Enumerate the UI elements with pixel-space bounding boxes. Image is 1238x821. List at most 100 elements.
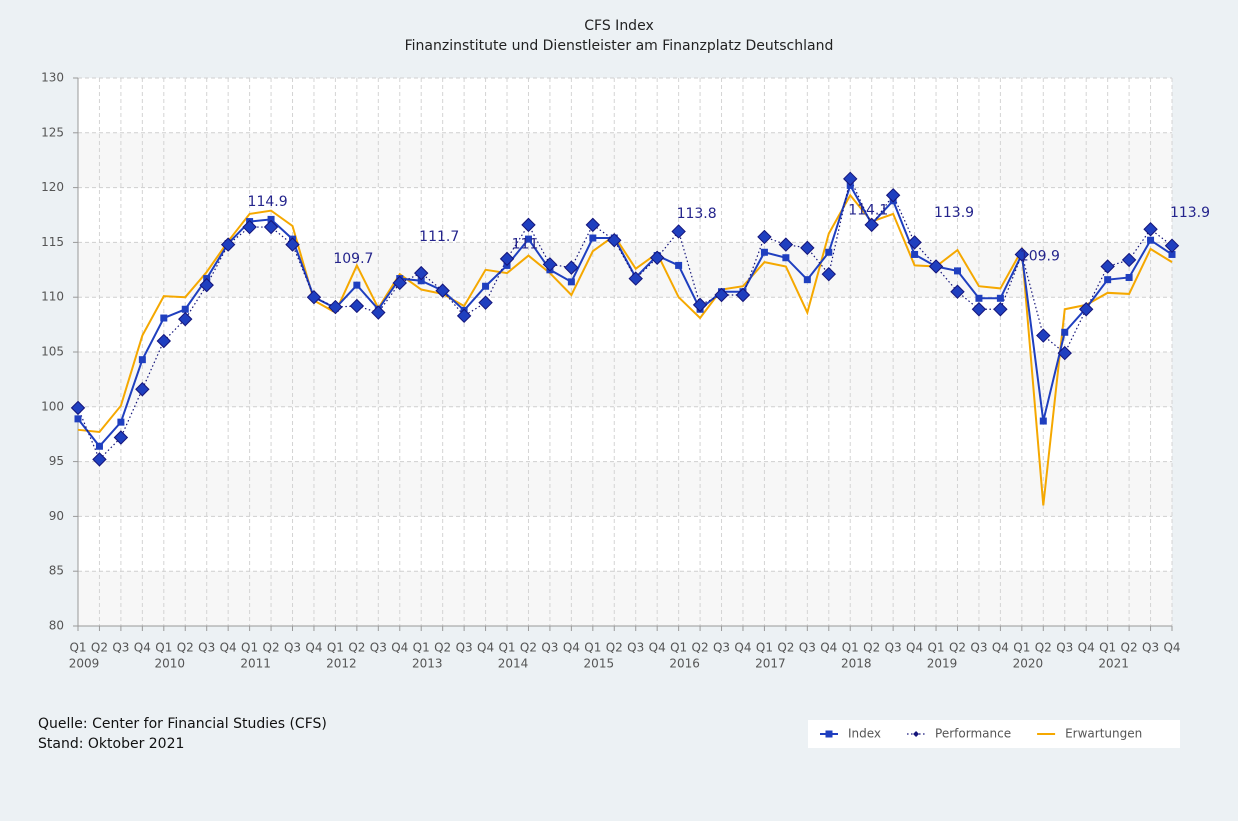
square-marker bbox=[1061, 328, 1069, 336]
square-marker bbox=[138, 356, 146, 364]
diamond-marker bbox=[156, 333, 172, 349]
x-tick-label: Q3 bbox=[713, 641, 730, 655]
x-tick-label: Q3 bbox=[799, 641, 816, 655]
diamond-marker bbox=[714, 287, 729, 303]
diamond-marker bbox=[392, 275, 407, 291]
x-tick-label: Q2 bbox=[348, 641, 365, 655]
year-label: 2010 bbox=[155, 657, 186, 671]
diamond-marker bbox=[70, 400, 86, 416]
x-tick-label: Q3 bbox=[885, 641, 902, 655]
diamond-marker bbox=[1143, 222, 1158, 237]
annotation: 111 bbox=[512, 237, 539, 253]
diamond-marker bbox=[478, 295, 493, 310]
square-marker bbox=[74, 415, 82, 423]
x-tick-label: Q4 bbox=[734, 641, 751, 655]
x-tick-label: Q1 bbox=[842, 641, 859, 655]
x-tick-label: Q3 bbox=[627, 641, 644, 655]
y-tick-label: 110 bbox=[41, 290, 64, 304]
square-marker bbox=[567, 278, 575, 286]
plot-band bbox=[78, 571, 1172, 626]
square-marker bbox=[95, 442, 103, 450]
square-marker bbox=[267, 215, 275, 223]
y-tick-label: 85 bbox=[49, 564, 64, 578]
square-marker bbox=[996, 294, 1004, 302]
square-marker bbox=[975, 294, 983, 302]
x-tick-label: Q1 bbox=[241, 641, 258, 655]
annotation: 111.7 bbox=[419, 229, 459, 245]
annotation: 113.9 bbox=[934, 205, 974, 221]
diamond-marker bbox=[1057, 345, 1072, 361]
x-tick-label: Q4 bbox=[134, 641, 151, 655]
square-marker bbox=[803, 276, 811, 284]
y-tick-label: 105 bbox=[41, 345, 64, 359]
year-label: 2019 bbox=[927, 657, 958, 671]
x-tick-label: Q1 bbox=[327, 641, 344, 655]
series-line bbox=[77, 176, 1173, 461]
x-tick-label: Q4 bbox=[649, 641, 666, 655]
x-tick-label: Q2 bbox=[606, 641, 623, 655]
x-tick-label: Q1 bbox=[498, 641, 515, 655]
x-tick-label: Q3 bbox=[970, 641, 987, 655]
diamond-marker bbox=[242, 219, 257, 235]
diamond-marker bbox=[1100, 259, 1115, 274]
x-tick-label: Q1 bbox=[927, 641, 944, 655]
plot-band bbox=[78, 516, 1172, 572]
diamond-marker bbox=[649, 250, 665, 265]
plot-band bbox=[78, 78, 1172, 133]
diamond-marker bbox=[199, 277, 214, 293]
annotation: 109.9 bbox=[1020, 249, 1060, 265]
diamond-marker bbox=[1036, 328, 1051, 343]
diamond-marker bbox=[435, 283, 450, 298]
square-marker bbox=[1104, 276, 1112, 284]
square-marker bbox=[782, 254, 790, 262]
diamond-marker bbox=[113, 430, 129, 445]
x-tick-label: Q2 bbox=[263, 641, 280, 655]
x-tick-label: Q1 bbox=[413, 641, 430, 655]
diamond-marker bbox=[735, 287, 751, 303]
square-marker bbox=[760, 248, 768, 256]
year-label: 2015 bbox=[584, 657, 615, 671]
square-marker bbox=[825, 248, 833, 256]
diamond-marker bbox=[1078, 302, 1094, 317]
x-tick-label: Q4 bbox=[391, 641, 408, 655]
square-marker bbox=[482, 282, 490, 290]
diamond-marker bbox=[885, 188, 901, 203]
annotation: 114.9 bbox=[248, 194, 288, 210]
diamond-marker bbox=[371, 305, 386, 320]
diamond-marker bbox=[671, 224, 686, 239]
diamond-marker bbox=[456, 308, 472, 324]
year-label: 2012 bbox=[326, 657, 357, 671]
legend-box bbox=[808, 720, 1180, 748]
diamond-marker bbox=[778, 237, 794, 252]
diamond-marker bbox=[950, 284, 965, 299]
x-tick-label: Q3 bbox=[456, 641, 473, 655]
x-tick-label: Q1 bbox=[756, 641, 773, 655]
diamond-marker bbox=[135, 382, 150, 397]
x-tick-label: Q3 bbox=[1056, 641, 1073, 655]
legend-marker bbox=[825, 730, 833, 738]
x-tick-label: Q2 bbox=[434, 641, 451, 655]
plot-band bbox=[78, 406, 1172, 462]
diamond-marker bbox=[907, 235, 922, 250]
y-tick-label: 125 bbox=[41, 125, 64, 139]
x-tick-label: Q1 bbox=[1013, 641, 1030, 655]
y-tick-label: 90 bbox=[49, 509, 64, 523]
diamond-marker bbox=[757, 229, 772, 245]
diamond-marker bbox=[928, 259, 944, 274]
x-tick-label: Q2 bbox=[863, 641, 880, 655]
diamond-marker bbox=[564, 260, 579, 275]
annotation: 113.8 bbox=[677, 206, 717, 222]
diamond-marker bbox=[178, 311, 193, 327]
year-label: 2020 bbox=[1013, 657, 1044, 671]
x-tick-label: Q3 bbox=[284, 641, 301, 655]
diamond-marker bbox=[499, 251, 515, 267]
x-tick-label: Q2 bbox=[177, 641, 194, 655]
square-marker bbox=[675, 261, 683, 269]
square-marker bbox=[1168, 250, 1176, 258]
year-label: 2011 bbox=[240, 657, 271, 671]
x-tick-label: Q2 bbox=[91, 641, 108, 655]
x-tick-label: Q4 bbox=[1163, 641, 1180, 655]
square-marker bbox=[353, 281, 361, 289]
x-tick-label: Q4 bbox=[992, 641, 1009, 655]
